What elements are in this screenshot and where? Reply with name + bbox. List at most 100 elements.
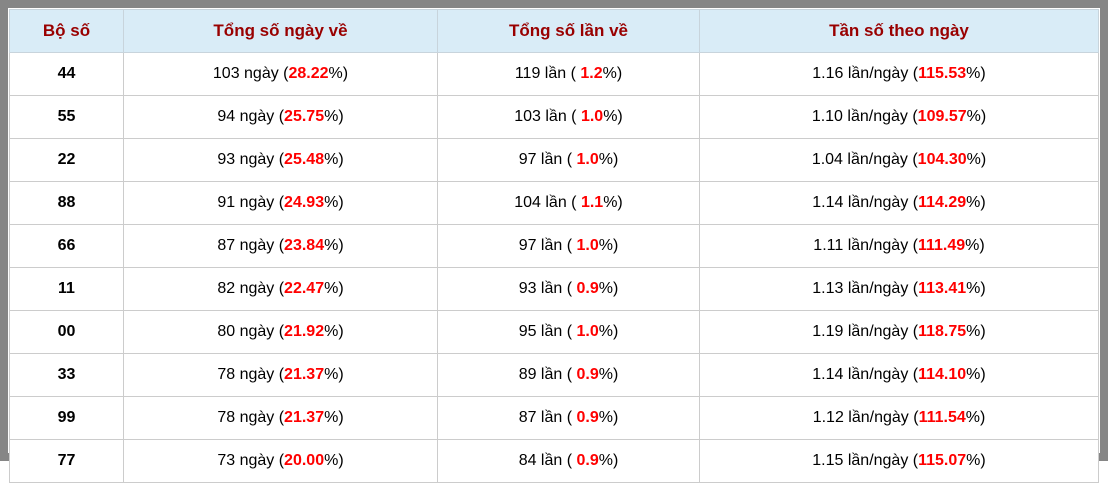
days-percent: 21.37: [284, 366, 325, 383]
frequency-cell: 1.04 lần/ngày (104.30%): [699, 138, 1099, 182]
total-times-cell: 97 lần ( 1.0%): [437, 138, 700, 182]
times-percent: 1.0: [576, 323, 599, 340]
total-times-cell: 84 lần ( 0.9%): [437, 439, 700, 483]
total-times-cell: 89 lần ( 0.9%): [437, 353, 700, 397]
table-row: 00 80 ngày (21.92%) 95 lần ( 1.0%) 1.19 …: [9, 310, 1099, 354]
days-percent: 28.22: [288, 65, 329, 82]
lottery-pair-stats-table: Bộ số Tổng số ngày về Tổng số lần về Tần…: [9, 9, 1099, 483]
total-times-cell: 97 lần ( 1.0%): [437, 224, 700, 268]
pair-cell: 00: [9, 310, 124, 354]
freq-percent: 111.54: [918, 409, 966, 426]
times-percent: 0.9: [576, 366, 599, 383]
col-header-total-times: Tổng số lần về: [437, 9, 700, 53]
freq-text: 1.14 lần/ngày (: [812, 194, 919, 211]
table-row: 66 87 ngày (23.84%) 97 lần ( 1.0%) 1.11 …: [9, 224, 1099, 268]
total-days-cell: 103 ngày (28.22%): [123, 52, 438, 96]
freq-close: %): [966, 151, 987, 168]
frequency-cell: 1.10 lần/ngày (109.57%): [699, 95, 1099, 139]
times-text: 97 lần (: [518, 151, 577, 168]
days-text: 82 ngày (: [217, 280, 285, 297]
total-times-cell: 87 lần ( 0.9%): [437, 396, 700, 440]
days-percent: 25.75: [284, 108, 325, 125]
table-row: 44 103 ngày (28.22%) 119 lần ( 1.2%) 1.1…: [9, 52, 1099, 96]
frequency-cell: 1.15 lần/ngày (115.07%): [699, 439, 1099, 483]
table-row: 22 93 ngày (25.48%) 97 lần ( 1.0%) 1.04 …: [9, 138, 1099, 182]
days-text: 94 ngày (: [217, 108, 285, 125]
days-percent: 21.37: [284, 409, 325, 426]
total-times-cell: 93 lần ( 0.9%): [437, 267, 700, 311]
table-row: 99 78 ngày (21.37%) 87 lần ( 0.9%) 1.12 …: [9, 396, 1099, 440]
total-days-cell: 93 ngày (25.48%): [123, 138, 438, 182]
total-days-cell: 91 ngày (24.93%): [123, 181, 438, 225]
times-close: %): [598, 151, 619, 168]
days-percent: 24.93: [284, 194, 325, 211]
freq-percent: 111.49: [917, 237, 966, 254]
freq-close: %): [966, 194, 986, 211]
times-text: 93 lần (: [518, 280, 577, 297]
times-text: 87 lần (: [518, 409, 577, 426]
frequency-cell: 1.11 lần/ngày (111.49%): [699, 224, 1099, 268]
days-close: %): [324, 366, 344, 383]
times-percent: 1.0: [580, 108, 604, 125]
frequency-cell: 1.19 lần/ngày (118.75%): [699, 310, 1099, 354]
total-days-cell: 87 ngày (23.84%): [123, 224, 438, 268]
days-text: 91 ngày (: [217, 194, 285, 211]
times-close: %): [598, 366, 619, 383]
table-row: 55 94 ngày (25.75%) 103 lần ( 1.0%) 1.10…: [9, 95, 1099, 139]
freq-close: %): [966, 65, 986, 82]
days-text: 103 ngày (: [212, 65, 289, 82]
freq-percent: 109.57: [917, 108, 967, 125]
pair-cell: 33: [9, 353, 124, 397]
pair-cell: 44: [9, 52, 124, 96]
freq-close: %): [966, 366, 986, 383]
times-text: 89 lần (: [518, 366, 577, 383]
total-times-cell: 104 lần ( 1.1%): [437, 181, 700, 225]
days-close: %): [328, 65, 349, 82]
freq-text: 1.19 lần/ngày (: [812, 323, 919, 340]
frequency-cell: 1.14 lần/ngày (114.10%): [699, 353, 1099, 397]
pair-cell: 77: [9, 439, 124, 483]
times-text: 104 lần (: [514, 194, 581, 211]
frequency-cell: 1.14 lần/ngày (114.29%): [699, 181, 1099, 225]
total-times-cell: 119 lần ( 1.2%): [437, 52, 700, 96]
days-text: 80 ngày (: [217, 323, 285, 340]
times-percent: 1.2: [580, 65, 603, 82]
days-percent: 25.48: [284, 151, 325, 168]
times-close: %): [603, 194, 623, 211]
days-close: %): [324, 409, 344, 426]
times-text: 103 lần (: [514, 108, 581, 125]
total-days-cell: 78 ngày (21.37%): [123, 353, 438, 397]
freq-close: %): [966, 280, 986, 297]
frequency-cell: 1.12 lần/ngày (111.54%): [699, 396, 1099, 440]
frequency-cell: 1.13 lần/ngày (113.41%): [699, 267, 1099, 311]
times-close: %): [598, 409, 619, 426]
times-percent: 1.1: [580, 194, 604, 211]
table-row: 33 78 ngày (21.37%) 89 lần ( 0.9%) 1.14 …: [9, 353, 1099, 397]
freq-percent: 118.75: [918, 323, 967, 340]
total-days-cell: 80 ngày (21.92%): [123, 310, 438, 354]
pair-cell: 66: [9, 224, 124, 268]
freq-close: %): [965, 409, 986, 426]
days-text: 78 ngày (: [217, 409, 285, 426]
total-days-cell: 78 ngày (21.37%): [123, 396, 438, 440]
pair-cell: 22: [9, 138, 124, 182]
frequency-cell: 1.16 lần/ngày (115.53%): [699, 52, 1099, 96]
col-header-pair: Bộ số: [9, 9, 124, 53]
times-text: 95 lần (: [518, 323, 577, 340]
total-times-cell: 95 lần ( 1.0%): [437, 310, 700, 354]
header-row: Bộ số Tổng số ngày về Tổng số lần về Tần…: [9, 9, 1099, 53]
times-percent: 0.9: [576, 409, 599, 426]
days-close: %): [324, 323, 344, 340]
pair-cell: 11: [9, 267, 124, 311]
total-times-cell: 103 lần ( 1.0%): [437, 95, 700, 139]
freq-close: %): [966, 323, 986, 340]
times-close: %): [598, 237, 619, 254]
times-text: 97 lần (: [518, 237, 577, 254]
days-percent: 21.92: [284, 323, 325, 340]
pair-cell: 88: [9, 181, 124, 225]
freq-percent: 104.30: [917, 151, 967, 168]
freq-percent: 114.10: [918, 366, 967, 383]
pair-cell: 99: [9, 396, 124, 440]
freq-text: 1.04 lần/ngày (: [811, 151, 918, 168]
times-close: %): [603, 108, 623, 125]
